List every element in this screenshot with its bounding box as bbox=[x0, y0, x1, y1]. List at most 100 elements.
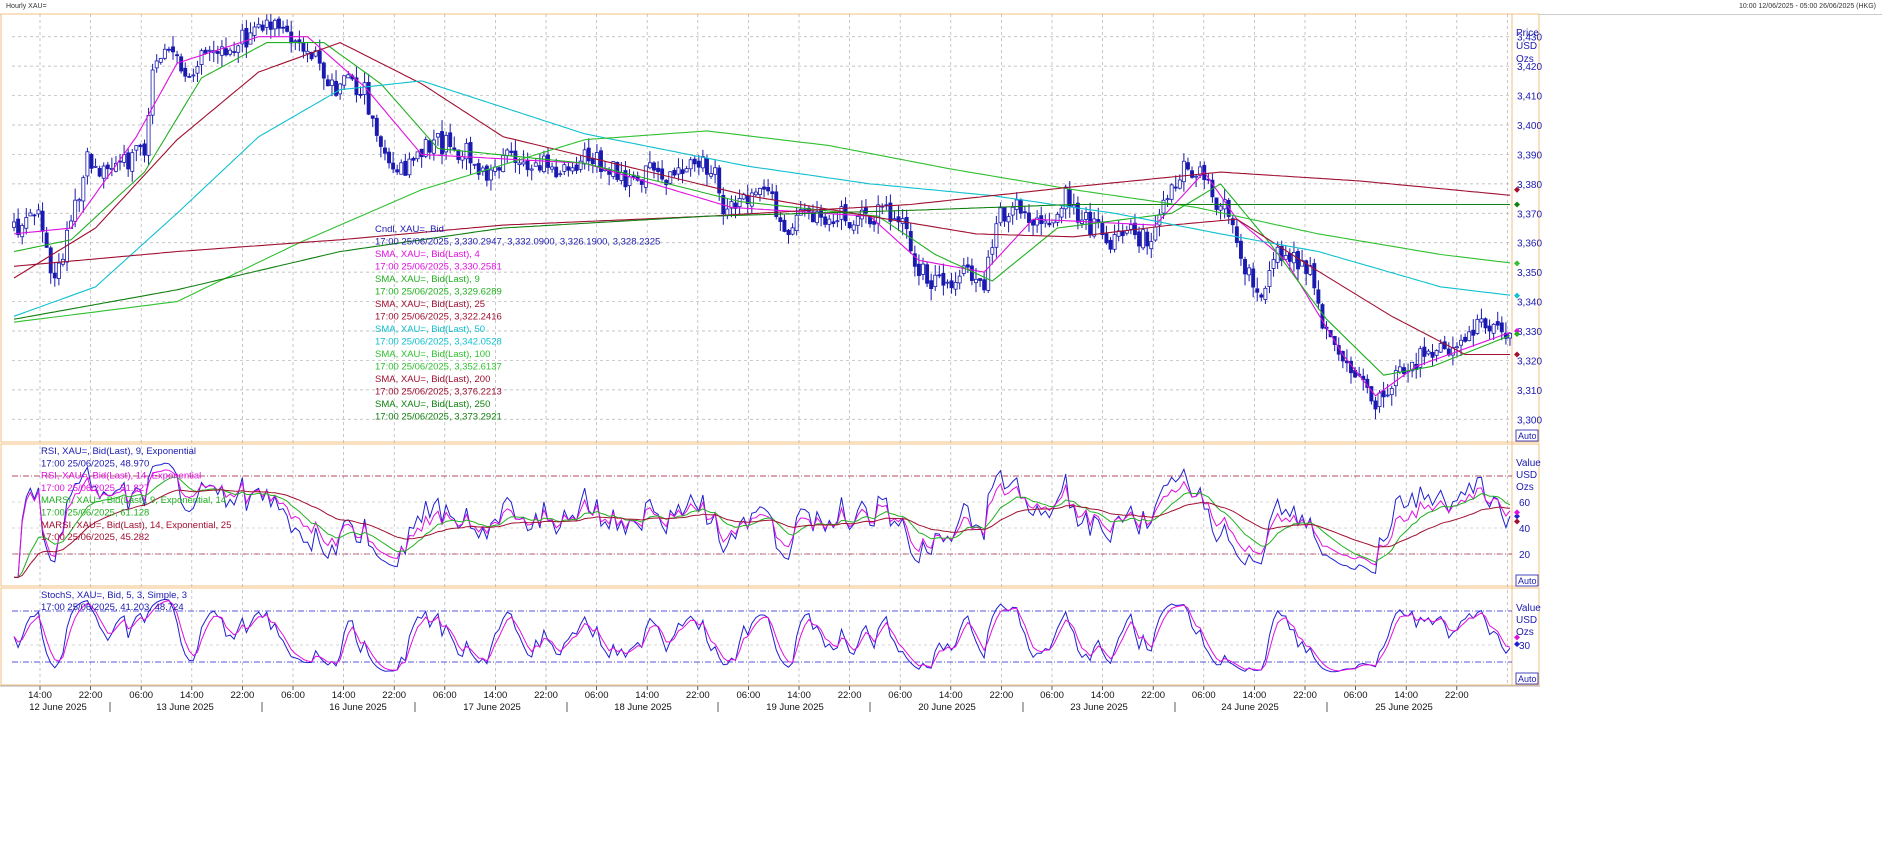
time-tick-label: 22:00 bbox=[534, 690, 558, 701]
candle-body bbox=[847, 222, 852, 229]
candle-body bbox=[44, 232, 49, 248]
candle-body bbox=[574, 164, 579, 171]
auto-button-box bbox=[1515, 672, 1539, 685]
candle-body bbox=[407, 158, 412, 176]
candle-body bbox=[957, 275, 962, 284]
candle-body bbox=[1161, 199, 1166, 214]
candle-body bbox=[1173, 186, 1178, 189]
candle-body bbox=[399, 162, 404, 175]
candle-body bbox=[1279, 245, 1284, 261]
auto-button-main[interactable]: Auto bbox=[1515, 429, 1539, 442]
candle-body bbox=[717, 167, 722, 194]
candle-body bbox=[1410, 361, 1415, 372]
candle-body bbox=[1084, 212, 1088, 220]
rsi-axis-label: Ozs bbox=[1516, 482, 1534, 493]
candle-body bbox=[281, 26, 286, 29]
candle-body bbox=[623, 170, 628, 188]
candle-body bbox=[313, 50, 318, 57]
candle-body bbox=[1459, 339, 1463, 346]
candle-body bbox=[1426, 350, 1431, 355]
candle-body bbox=[1230, 218, 1235, 226]
stochastic-panel bbox=[0, 587, 1540, 686]
candle-body bbox=[321, 62, 326, 79]
candle-body bbox=[456, 149, 461, 160]
candle-body bbox=[1104, 233, 1109, 244]
rsi-legend-entry: RSI, XAU=, Bid(Last), 9, Exponential bbox=[41, 446, 196, 457]
rsi-14-line bbox=[14, 469, 1511, 578]
candle-body bbox=[1047, 222, 1052, 226]
stoch-marker bbox=[1514, 641, 1520, 648]
legend-entry: 17:00 25/06/2025, 3,352.6137 bbox=[375, 362, 502, 373]
candle-body bbox=[175, 54, 180, 57]
candle-body bbox=[1251, 268, 1256, 288]
candle-body bbox=[215, 51, 220, 54]
candle-body bbox=[1137, 231, 1141, 247]
rsi-legend-entry: 17:00 25/06/2025, 61.128 bbox=[41, 508, 149, 519]
rsi-legend-entry: MARSI, XAU=, Bid(Last), 14, Exponential,… bbox=[41, 520, 231, 531]
time-tick-label: 14:00 bbox=[1243, 690, 1267, 701]
candle-body bbox=[1186, 162, 1190, 170]
candle-body bbox=[1487, 325, 1492, 332]
time-tick-label: 06:00 bbox=[737, 690, 761, 701]
candle-body bbox=[497, 167, 502, 171]
candle-body bbox=[778, 217, 783, 223]
candle-body bbox=[1243, 259, 1247, 275]
candle-body bbox=[627, 176, 632, 187]
candle-body bbox=[733, 202, 738, 209]
candle-body bbox=[162, 48, 167, 59]
candle-body bbox=[1177, 179, 1182, 189]
candle-body bbox=[468, 142, 473, 164]
candle-body bbox=[652, 162, 656, 171]
time-tick-label: 14:00 bbox=[332, 690, 356, 701]
candle-body bbox=[32, 214, 37, 217]
candle-body bbox=[166, 48, 171, 51]
time-tick-label: 22:00 bbox=[686, 690, 710, 701]
candle-body bbox=[680, 169, 685, 175]
time-tick-label: 22:00 bbox=[1141, 690, 1165, 701]
candle-body bbox=[896, 216, 901, 223]
candle-body bbox=[207, 49, 212, 52]
time-tick-label: 14:00 bbox=[1091, 690, 1115, 701]
candle-body bbox=[753, 191, 758, 196]
candle-body bbox=[1471, 329, 1476, 336]
legend-entry: SMA, XAU=, Bid(Last), 9 bbox=[375, 274, 480, 285]
auto-button-label: Auto bbox=[1518, 674, 1537, 684]
candle-body bbox=[676, 167, 681, 175]
candle-body bbox=[529, 168, 534, 171]
rsi-marker bbox=[1514, 513, 1520, 520]
candle-body bbox=[1393, 370, 1398, 387]
candle-body bbox=[1059, 207, 1064, 218]
candle-body bbox=[1283, 255, 1288, 260]
candle-body bbox=[953, 281, 958, 290]
candle-body bbox=[766, 186, 771, 192]
moving-average-sma4 bbox=[13, 36, 1511, 397]
candle-body bbox=[36, 209, 41, 215]
candle-body bbox=[501, 155, 506, 173]
legend-entry: SMA, XAU=, Bid(Last), 100 bbox=[375, 349, 490, 360]
candle-body bbox=[431, 139, 436, 154]
moving-average-sma250 bbox=[13, 203, 1510, 320]
candle-body bbox=[346, 74, 351, 79]
candle-body bbox=[105, 164, 110, 170]
auto-button-rsi[interactable]: Auto bbox=[1515, 574, 1539, 587]
candle-body bbox=[1287, 252, 1292, 262]
candle-body bbox=[961, 265, 966, 274]
candle-body bbox=[427, 140, 432, 153]
date-label: 12 June 2025 bbox=[29, 702, 87, 713]
auto-button-stoch[interactable]: Auto bbox=[1515, 672, 1539, 685]
candle-body bbox=[1491, 323, 1496, 334]
y-tick-label: 3,420 bbox=[1517, 62, 1542, 73]
candle-body bbox=[476, 163, 481, 175]
y-tick-label: 3,300 bbox=[1517, 415, 1542, 426]
candle-body bbox=[325, 79, 330, 87]
candle-body bbox=[179, 56, 184, 72]
candle-body bbox=[358, 94, 363, 96]
candle-body bbox=[684, 168, 689, 173]
candle-body bbox=[688, 159, 693, 170]
legend-entry: 17:00 25/06/2025, 3,330.2581 bbox=[375, 262, 502, 273]
candle-body bbox=[1259, 294, 1264, 298]
candle-body bbox=[219, 46, 224, 56]
candle-body bbox=[354, 77, 359, 95]
candle-body bbox=[142, 143, 147, 156]
